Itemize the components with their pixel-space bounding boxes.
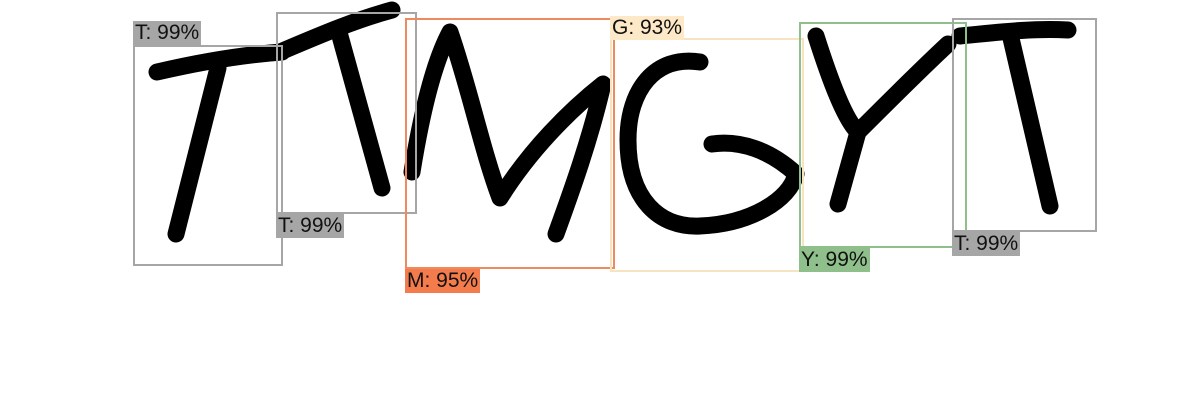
glyph-g	[619, 52, 805, 235]
glyph-t-3-stem	[1001, 25, 1059, 215]
detection-box	[952, 18, 1097, 232]
detection-label: M: 95%	[405, 269, 481, 293]
detection-box	[276, 12, 417, 214]
detection-label: T: 99%	[133, 21, 202, 45]
glyph-t-2-stem	[331, 27, 391, 197]
detection-box	[405, 18, 615, 269]
detection-label: T: 99%	[276, 214, 345, 238]
detection-label: T: 99%	[952, 232, 1021, 256]
glyph-t-1-stem	[167, 59, 227, 243]
detection-box	[133, 45, 283, 266]
detection-box	[799, 22, 967, 248]
glyph-t-1	[148, 43, 291, 81]
glyph-y-stem	[829, 123, 867, 213]
detection-label: Y: 99%	[799, 248, 870, 272]
glyph-m	[403, 23, 612, 243]
detection-label: G: 93%	[610, 16, 685, 40]
detection-box	[610, 38, 804, 272]
